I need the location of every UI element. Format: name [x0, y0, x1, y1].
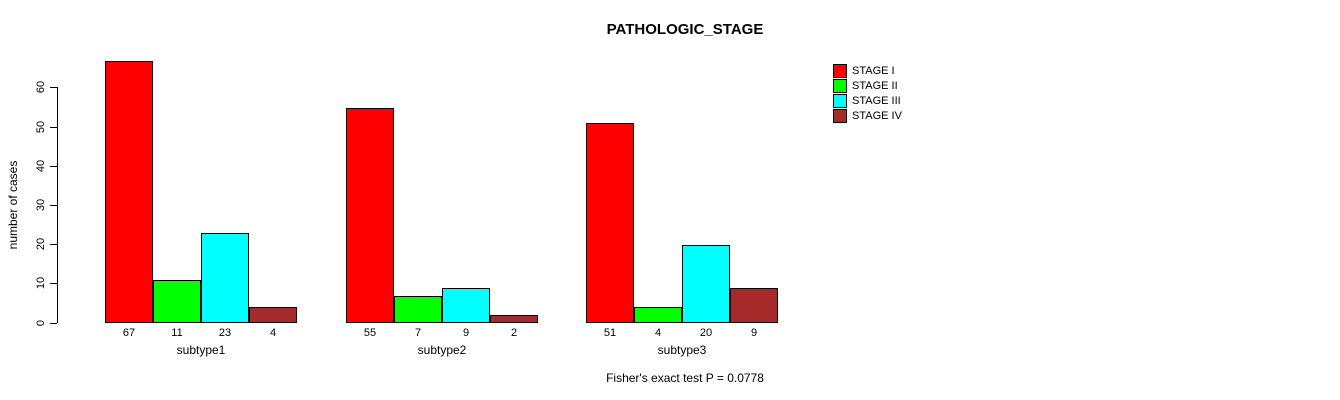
- bar-value-label: 4: [654, 327, 662, 339]
- bar: [442, 288, 490, 323]
- y-tick-label: 60: [35, 81, 47, 94]
- legend-item: STAGE II: [833, 78, 902, 93]
- legend-swatch: [833, 93, 847, 108]
- y-tick-label: 50: [35, 120, 47, 133]
- bar: [730, 288, 778, 323]
- bar-value-label: 9: [750, 327, 758, 339]
- y-tick-label: 40: [35, 159, 47, 172]
- y-tick-label: 30: [35, 198, 47, 212]
- legend-label: STAGE II: [852, 79, 898, 92]
- y-tick: [50, 126, 57, 128]
- bar: [153, 280, 201, 323]
- y-tick: [50, 283, 57, 285]
- bar-value-label: 23: [218, 327, 232, 339]
- y-tick-label: 10: [35, 277, 47, 290]
- y-tick-label: 20: [35, 238, 47, 251]
- bar: [249, 307, 297, 323]
- y-tick: [50, 204, 57, 206]
- legend-swatch: [833, 78, 847, 93]
- fisher-test-annotation: Fisher's exact test P = 0.0778: [606, 371, 764, 385]
- legend-swatch: [833, 108, 847, 123]
- y-axis-label: number of cases: [6, 160, 20, 250]
- bar-value-label: 4: [269, 327, 277, 339]
- y-axis-line: [57, 87, 58, 323]
- group-label: subtype1: [176, 343, 226, 357]
- chart-title: PATHOLOGIC_STAGE: [606, 21, 764, 38]
- bar-value-label: 20: [699, 327, 713, 339]
- group-label: subtype2: [417, 343, 467, 357]
- bar-value-label: 7: [414, 327, 422, 339]
- bar-value-label: 55: [363, 327, 377, 339]
- legend-label: STAGE I: [852, 64, 895, 77]
- bar-value-label: 51: [603, 327, 617, 339]
- legend-label: STAGE III: [852, 94, 901, 107]
- y-tick: [50, 87, 57, 89]
- bar-value-label: 9: [462, 327, 470, 339]
- legend-item: STAGE IV: [833, 108, 902, 123]
- bar-value-label: 11: [171, 327, 183, 339]
- bar: [490, 315, 538, 323]
- bar: [634, 307, 682, 323]
- bar: [201, 233, 249, 323]
- group-label: subtype3: [657, 343, 707, 357]
- bar: [682, 245, 730, 323]
- legend-label: STAGE IV: [852, 109, 902, 122]
- legend: STAGE I STAGE II STAGE III STAGE IV: [833, 63, 902, 123]
- bar-value-label: 67: [122, 327, 136, 339]
- bar-value-label: 2: [510, 327, 518, 339]
- y-tick-label: 0: [35, 319, 47, 326]
- y-tick: [50, 322, 57, 324]
- bar: [105, 61, 153, 323]
- legend-item: STAGE III: [833, 93, 902, 108]
- legend-swatch: [833, 63, 847, 78]
- bar: [346, 108, 394, 323]
- legend-item: STAGE I: [833, 63, 902, 78]
- y-tick: [50, 165, 57, 167]
- y-tick: [50, 244, 57, 246]
- bar: [586, 123, 634, 323]
- bar: [394, 296, 442, 323]
